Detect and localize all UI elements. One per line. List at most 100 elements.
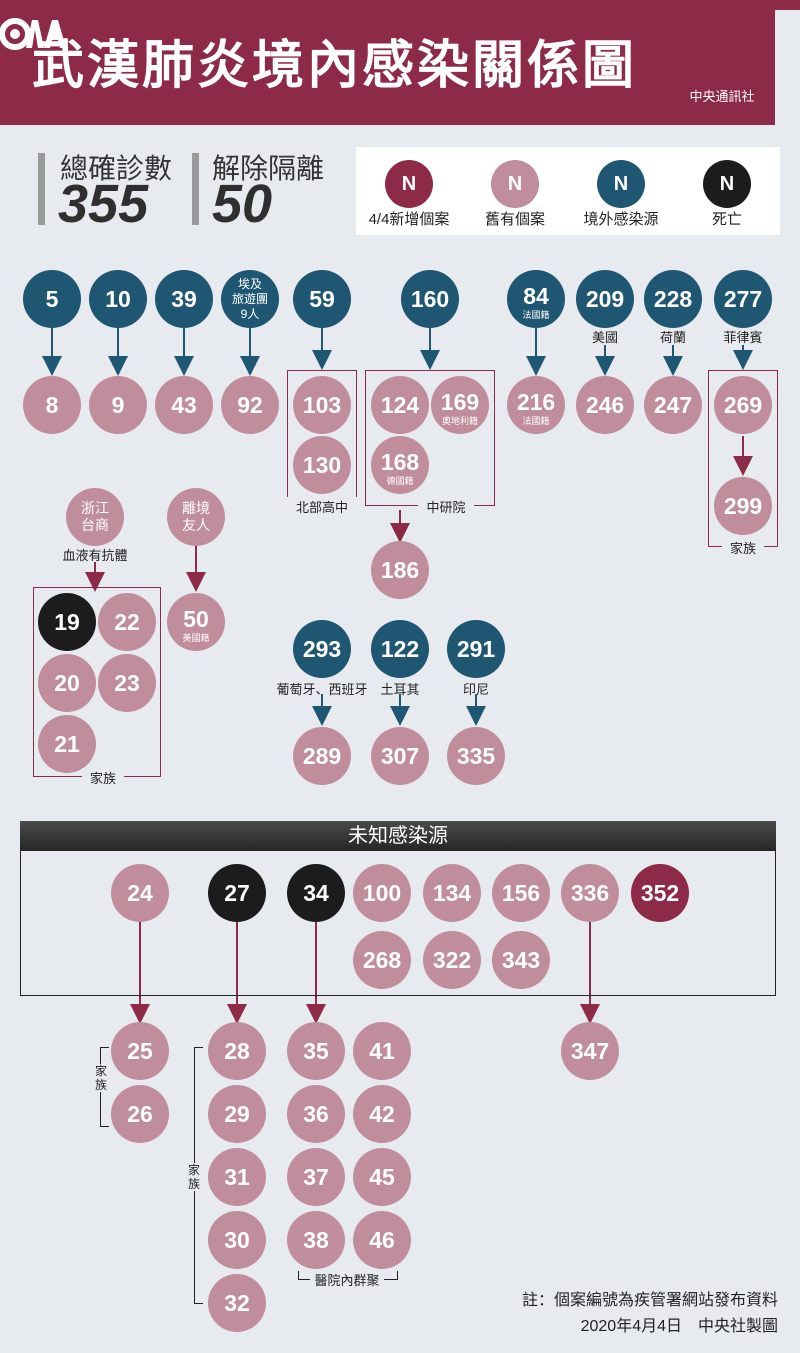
case-node-59: 59 <box>293 270 351 328</box>
case-node-247: 247 <box>644 376 702 434</box>
case-node-46: 46 <box>353 1211 411 1269</box>
label-philippines: 菲律賓 <box>723 330 763 345</box>
case-node-8: 8 <box>23 376 81 434</box>
case-node-336: 336 <box>561 864 619 922</box>
label-hospital-cluster: 醫院內群聚 <box>310 1270 384 1289</box>
page-title: 武漢肺炎境內感染關係圖 <box>32 37 638 95</box>
case-node-307: 307 <box>371 727 429 785</box>
legend-swatch-new: N <box>385 160 433 208</box>
case-node-92: 92 <box>221 376 279 434</box>
stat-released-bar <box>192 153 199 225</box>
case-node-41: 41 <box>353 1022 411 1080</box>
stat-total-label: 總確診數 <box>60 153 173 184</box>
case-node-22: 22 <box>98 593 156 651</box>
case-node-352: 352 <box>631 864 689 922</box>
label-blood-antibody: 血液有抗體 <box>62 548 128 563</box>
case-node-100: 100 <box>353 864 411 922</box>
legend: N 4/4新增個案 N 舊有個案 N 境外感染源 N 死亡 <box>356 147 780 235</box>
case-node-293: 293 <box>293 620 351 678</box>
case-node-45: 45 <box>353 1148 411 1206</box>
case-node-228: 228 <box>644 270 702 328</box>
case-node-343: 343 <box>492 931 550 989</box>
case-node-26: 26 <box>111 1085 169 1143</box>
case-node-291: 291 <box>447 620 505 678</box>
case-node-156: 156 <box>492 864 550 922</box>
case-node-42: 42 <box>353 1085 411 1143</box>
source-zhejiang-taishang: 浙江 台商 <box>66 488 124 546</box>
cna-logo-subtitle: 中央通訊社 <box>689 89 755 104</box>
cna-logo-icon <box>0 18 66 50</box>
legend-item-old: N 舊有個案 <box>462 147 568 235</box>
case-node-20: 20 <box>38 654 96 712</box>
label-beibu-highschool: 北部高中 <box>287 497 357 516</box>
case-node-23: 23 <box>98 654 156 712</box>
case-node-37: 37 <box>287 1148 345 1206</box>
case-node-299: 299 <box>714 477 772 535</box>
legend-swatch-external: N <box>597 160 645 208</box>
case-node-335: 335 <box>447 727 505 785</box>
case-216-sublabel: 法國籍 <box>522 416 550 426</box>
case-node-9: 9 <box>89 376 147 434</box>
label-turkey: 土耳其 <box>380 682 420 697</box>
stat-total-bar <box>38 153 45 225</box>
legend-item-new: N 4/4新增個案 <box>356 147 462 235</box>
case-node-24: 24 <box>111 864 169 922</box>
case-node-322: 322 <box>423 931 481 989</box>
case-50-sublabel: 美國籍 <box>182 633 210 643</box>
egypt-tour-label: 埃及 旅遊團 9人 <box>231 276 268 321</box>
case-node-246: 246 <box>576 376 634 434</box>
case-node-122: 122 <box>371 620 429 678</box>
label-family-27: 家族 <box>186 1163 202 1191</box>
header-background <box>0 0 800 125</box>
case-node-130: 130 <box>293 436 351 494</box>
legend-swatch-death: N <box>703 160 751 208</box>
case-169-sublabel: 奧地利籍 <box>441 416 478 426</box>
case-node-216: 216 法國籍 <box>507 376 565 434</box>
stat-total-value: 355 <box>58 174 149 234</box>
unknown-source-box <box>20 851 776 996</box>
case-node-egypt-tour: 埃及 旅遊團 9人 <box>221 270 279 328</box>
case-node-35: 35 <box>287 1022 345 1080</box>
label-family-19: 家族 <box>82 768 124 787</box>
case-node-27: 27 <box>208 864 266 922</box>
case-node-39: 39 <box>155 270 213 328</box>
footer-credit: 2020年4月4日 中央社製圖 <box>580 1318 778 1335</box>
case-node-32: 32 <box>208 1274 266 1332</box>
case-node-134: 134 <box>423 864 481 922</box>
case-node-209: 209 <box>576 270 634 328</box>
label-netherlands: 荷蘭 <box>659 330 686 345</box>
legend-label-external: 境外感染源 <box>583 211 659 228</box>
case-node-30: 30 <box>208 1211 266 1269</box>
case-node-277: 277 <box>714 270 772 328</box>
label-family-24: 家族 <box>93 1064 109 1092</box>
case-node-124: 124 <box>371 376 429 434</box>
label-academia-sinica: 中研院 <box>418 497 474 516</box>
label-family-277: 家族 <box>722 538 764 557</box>
legend-label-new: 4/4新增個案 <box>368 211 450 228</box>
footer-note: 註：個案編號為疾管署網站發布資料 <box>521 1292 778 1309</box>
legend-label-death: 死亡 <box>711 211 742 228</box>
case-node-34: 34 <box>287 864 345 922</box>
case-node-38: 38 <box>287 1211 345 1269</box>
legend-item-death: N 死亡 <box>674 147 780 235</box>
label-usa: 美國 <box>591 330 618 345</box>
case-node-186: 186 <box>371 541 429 599</box>
case-node-268: 268 <box>353 931 411 989</box>
label-portugal-spain: 葡萄牙、西班牙 <box>276 682 368 697</box>
case-node-25: 25 <box>111 1022 169 1080</box>
case-84-sublabel: 法國籍 <box>522 310 550 320</box>
stat-released-label: 解除隔離 <box>212 153 325 184</box>
case-node-21: 21 <box>38 715 96 773</box>
case-node-28: 28 <box>208 1022 266 1080</box>
case-node-19: 19 <box>38 593 96 651</box>
case-node-10: 10 <box>89 270 147 328</box>
case-node-289: 289 <box>293 727 351 785</box>
case-168-sublabel: 德國籍 <box>386 476 414 486</box>
header-banner: 武漢肺炎境內感染關係圖 中央通訊社 <box>0 0 800 125</box>
legend-item-external: N 境外感染源 <box>568 147 674 235</box>
case-node-43: 43 <box>155 376 213 434</box>
stat-released-value: 50 <box>212 174 273 234</box>
case-node-5: 5 <box>23 270 81 328</box>
case-node-29: 29 <box>208 1085 266 1143</box>
